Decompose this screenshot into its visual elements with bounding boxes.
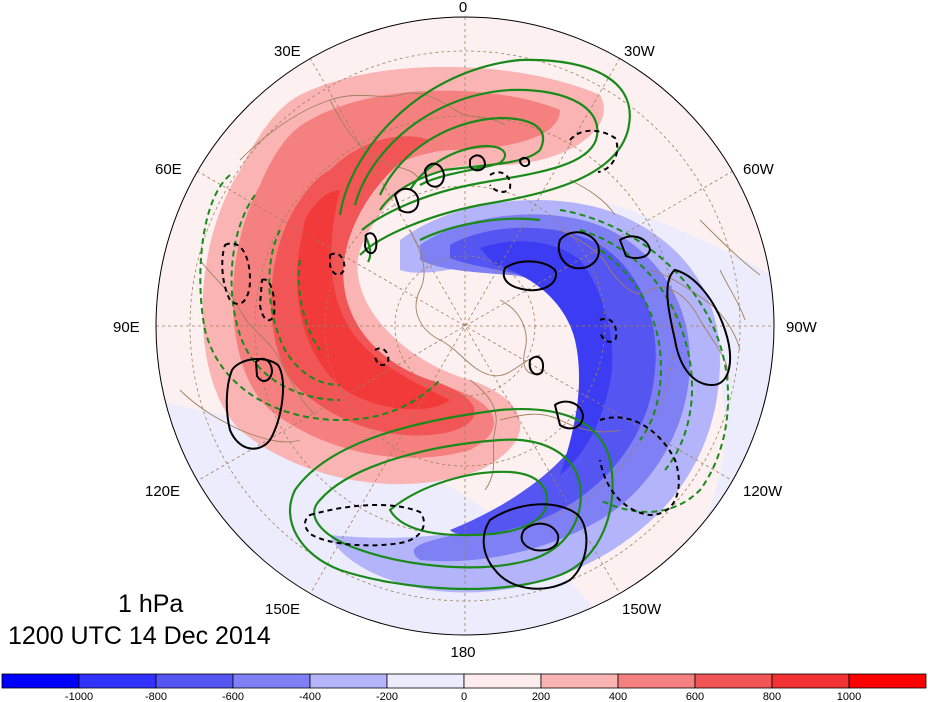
colorbar-swatch xyxy=(463,673,542,689)
lon-label-90w: 90W xyxy=(786,319,818,336)
lon-label-90e: 90E xyxy=(113,319,140,336)
colorbar-swatch xyxy=(386,673,465,689)
black-solid-contours xyxy=(225,154,732,590)
black-dashed-contours xyxy=(221,129,680,547)
colorbar: -1000 -800 -600 -400 -200 0 200 400 600 800 1000 xyxy=(1,673,927,702)
lon-label-120w: 120W xyxy=(743,483,783,500)
negative-field-800 xyxy=(480,241,613,475)
lon-label-150e: 150E xyxy=(265,601,300,618)
lon-label-0: 0 xyxy=(459,0,467,16)
colorbar-tick-label: 800 xyxy=(763,691,781,702)
map-border xyxy=(155,16,775,636)
colorbar-tick-label: -600 xyxy=(222,691,244,702)
colorbar-tick-label: -800 xyxy=(145,691,167,702)
lon-label-180: 180 xyxy=(450,644,475,661)
longitude-labels: 0 30W 60W 90W 120W 150W 180 150E 120E 90… xyxy=(113,0,818,661)
colorbar-tick-label: 200 xyxy=(532,691,550,702)
colorbar-swatch xyxy=(155,673,234,689)
colorbar-tick-label: -200 xyxy=(376,691,398,702)
green-solid-contours xyxy=(289,58,631,591)
colorbar-tick-label: 1000 xyxy=(837,691,861,702)
lon-label-150w: 150W xyxy=(622,601,662,618)
lon-label-120e: 120E xyxy=(145,483,180,500)
lon-label-30w: 30W xyxy=(624,43,656,60)
colorbar-tick-label: 600 xyxy=(686,691,704,702)
valid-time-label: 1200 UTC 14 Dec 2014 xyxy=(8,622,271,650)
negative-field-600 xyxy=(450,227,656,536)
colorbar-tick-label: -1000 xyxy=(65,691,93,702)
colorbar-swatch xyxy=(771,673,850,689)
colorbar-swatch xyxy=(78,673,157,689)
colorbar-swatch xyxy=(232,673,311,689)
positive-field-800 xyxy=(297,190,450,410)
colorbar-tick-label: -400 xyxy=(299,691,321,702)
green-dashed-contours xyxy=(199,174,730,513)
lon-label-30e: 30E xyxy=(274,43,301,60)
pressure-level-label: 1 hPa xyxy=(118,590,184,618)
polar-map xyxy=(156,17,774,635)
colorbar-swatch xyxy=(848,673,927,689)
lon-label-60w: 60W xyxy=(743,161,775,178)
colorbar-swatch xyxy=(694,673,773,689)
colorbar-tick-label: 0 xyxy=(461,691,467,702)
colorbar-swatch xyxy=(309,673,388,689)
lon-label-60e: 60E xyxy=(155,161,182,178)
colorbar-swatch xyxy=(617,673,696,689)
colorbar-swatch xyxy=(540,673,619,689)
graticule xyxy=(156,17,774,635)
colorbar-tick-label: 400 xyxy=(609,691,627,702)
colorbar-swatch xyxy=(1,673,80,689)
